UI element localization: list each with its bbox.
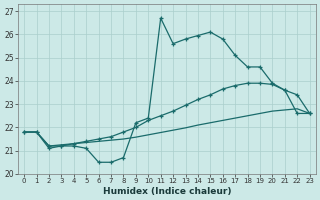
X-axis label: Humidex (Indice chaleur): Humidex (Indice chaleur) xyxy=(103,187,231,196)
